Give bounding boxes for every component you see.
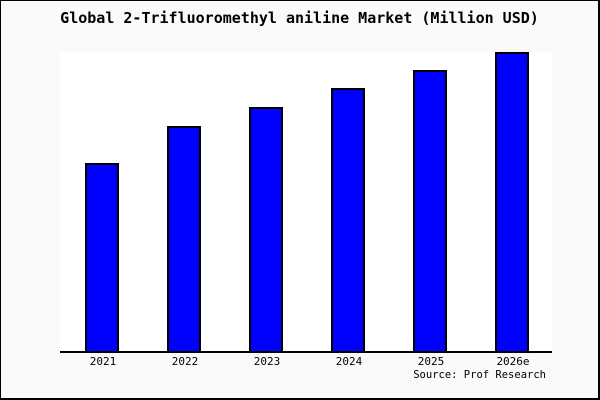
bar-2024 bbox=[331, 88, 365, 351]
x-tick-label-2024: 2024 bbox=[335, 355, 363, 368]
x-tick-label-2023: 2023 bbox=[253, 355, 281, 368]
x-tick-label-2021: 2021 bbox=[89, 355, 117, 368]
plot-area bbox=[60, 52, 552, 353]
bar-2023 bbox=[249, 107, 283, 351]
bar-2021 bbox=[85, 163, 119, 351]
x-tick-label-2026e: 2026e bbox=[496, 355, 530, 368]
bar-2026e bbox=[495, 52, 529, 351]
x-tick-label-2025: 2025 bbox=[417, 355, 445, 368]
x-axis-tick-labels: 2021 2022 2023 2024 2025 2026e bbox=[62, 355, 554, 368]
chart-title: Global 2-Trifluoromethyl aniline Market … bbox=[60, 9, 539, 27]
bar-2025 bbox=[413, 70, 447, 351]
x-tick-label-2022: 2022 bbox=[171, 355, 199, 368]
source-credit: Source: Prof Research bbox=[413, 369, 546, 381]
bar-2022 bbox=[167, 126, 201, 351]
